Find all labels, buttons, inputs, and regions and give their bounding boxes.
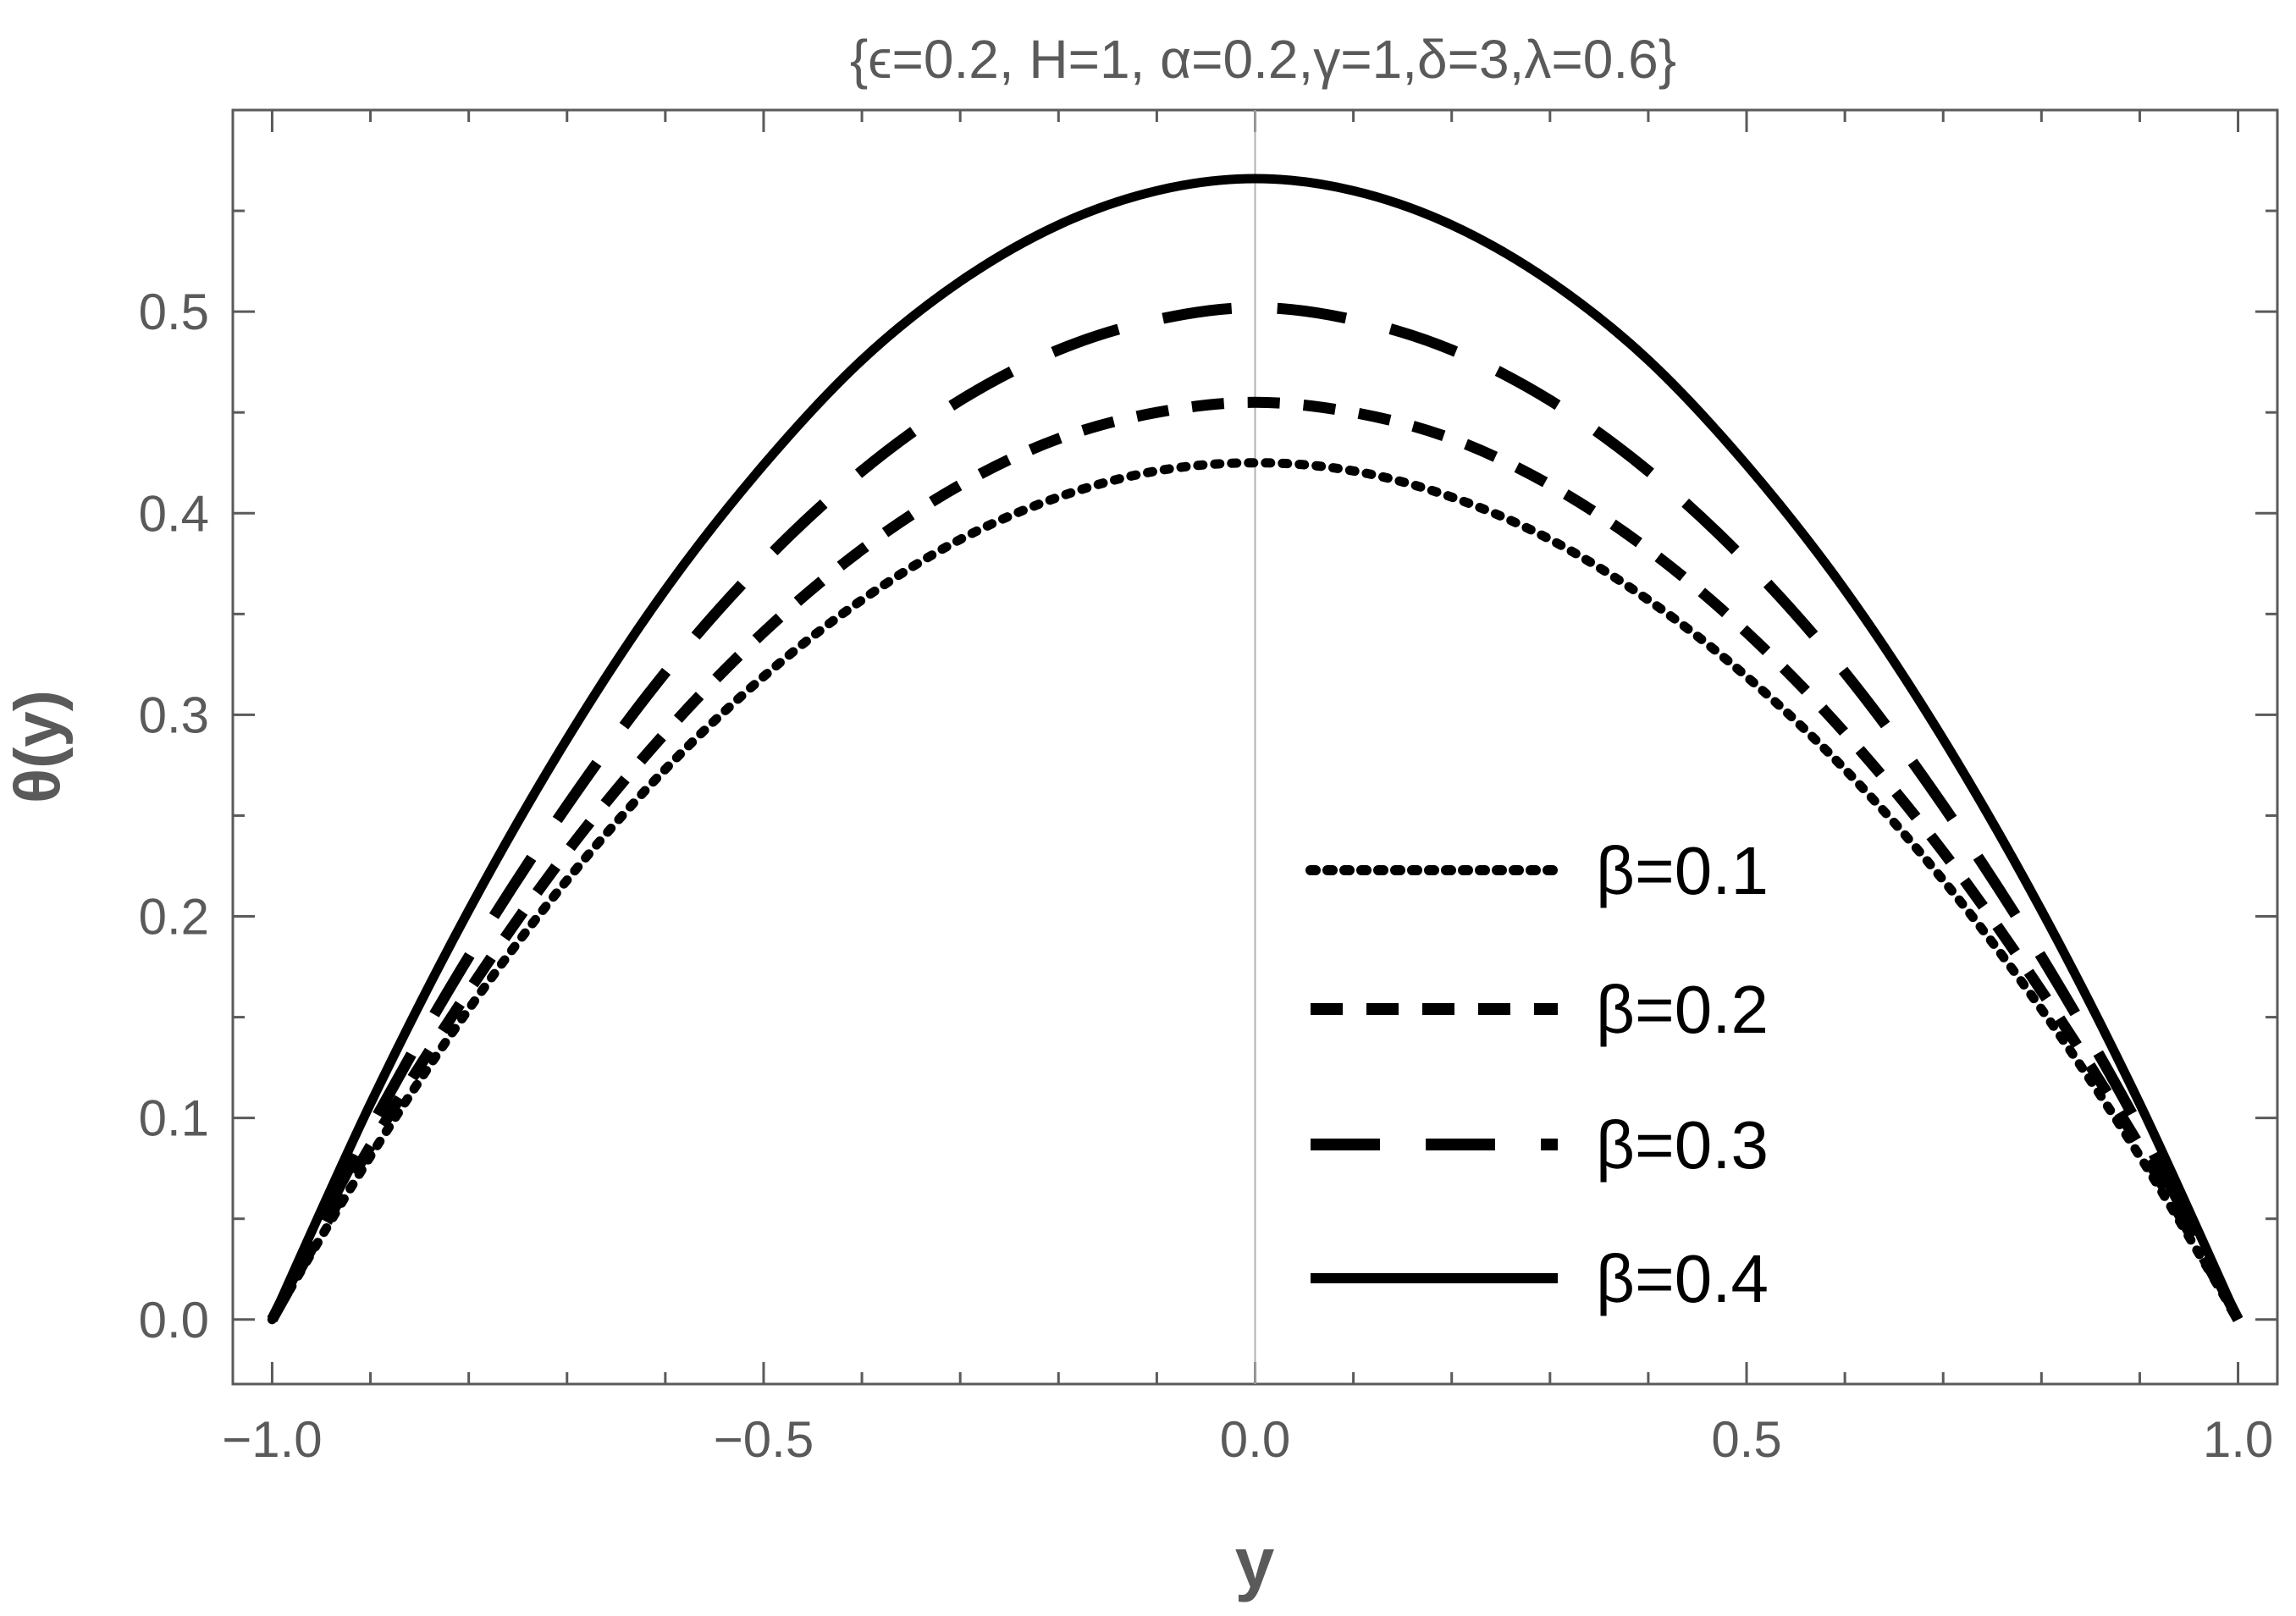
legend-label-2: β=0.2: [1596, 972, 1769, 1047]
y-tick-label: 0.3: [139, 687, 209, 743]
x-axis-label: y: [1235, 1523, 1275, 1602]
series-line-3: [267, 301, 2244, 1322]
x-tick-labels: −1.0 −0.5 0.0 0.5 1.0: [222, 1411, 2273, 1468]
x-tick-label: 0.0: [1220, 1411, 1290, 1468]
y-tick-labels: 0.0 0.1 0.2 0.3 0.4 0.5: [139, 284, 209, 1349]
x-tick-label: −1.0: [222, 1411, 322, 1468]
y-tick-label: 0.0: [139, 1292, 209, 1349]
x-tick-label: −0.5: [714, 1411, 814, 1468]
y-tick-label: 0.4: [139, 485, 209, 542]
legend-label-4: β=0.4: [1596, 1241, 1769, 1316]
y-axis-label: θ(y): [2, 690, 74, 803]
x-tick-label: 1.0: [2203, 1411, 2273, 1468]
series-line-2: [267, 396, 2244, 1323]
y-tick-label: 0.2: [139, 889, 209, 946]
x-tick-label: 0.5: [1711, 1411, 1781, 1468]
legend-label-1: β=0.1: [1596, 833, 1769, 908]
chart-title: {ϵ=0.2, H=1, α=0.2,γ=1,δ=3,λ=0.6}: [850, 29, 1676, 90]
legend: β=0.1 β=0.2 β=0.3 β=0.4: [1305, 833, 1769, 1316]
y-tick-label: 0.1: [139, 1090, 209, 1147]
y-tick-label: 0.5: [139, 284, 209, 340]
series-line-1: [267, 458, 2244, 1325]
series-line-4: [268, 174, 2243, 1322]
legend-label-3: β=0.3: [1596, 1107, 1769, 1183]
series-lines: [267, 174, 2244, 1325]
